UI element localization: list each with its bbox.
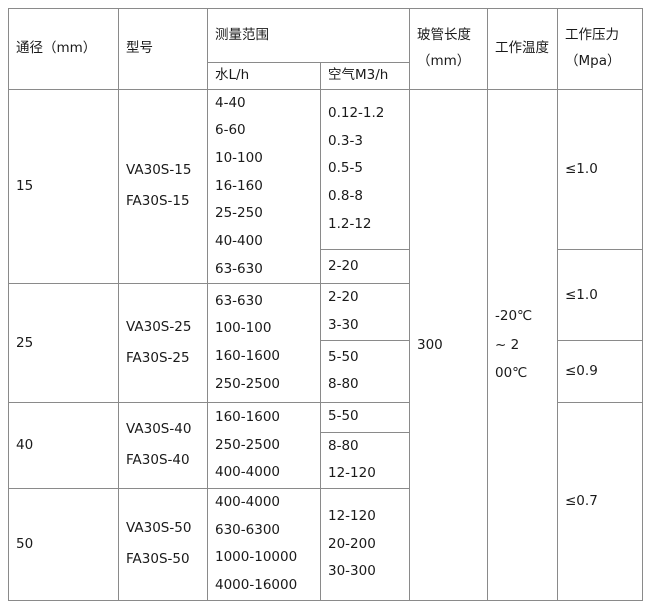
model-value: VA30S-40 FA30S-40	[126, 421, 192, 469]
model-value: VA30S-25 FA30S-25	[126, 318, 192, 367]
air-range-value: 8-80 12-120	[328, 437, 376, 482]
water-range-value: 400-4000 630-6300 1000-10000 4000-16000	[215, 494, 298, 594]
cell-air-range-15-a: 0.12-1.2 0.3-3 0.5-5 0.8-8 1.2-12	[320, 88, 410, 250]
table-header-row-primary: 通径（mm） 型号 测量范围 玻管长度 （mm） 工作温度 工作压力 （Mpa）	[8, 8, 643, 90]
cell-bore-50: 50	[8, 488, 119, 601]
tube-length-value: 300	[417, 336, 443, 353]
table-row: 25 VA30S-25 FA30S-25 63-630 100-100 160-…	[8, 283, 643, 403]
cell-water-range-40: 160-1600 250-2500 400-4000	[207, 401, 321, 490]
header-working-pressure: 工作压力 （Mpa）	[557, 8, 643, 90]
working-pressure-value: ≤0.9	[565, 363, 598, 380]
air-range-value: 5-50 8-80	[328, 348, 359, 393]
water-range-value: 63-630 100-100 160-1600 250-2500	[215, 292, 280, 392]
table-row: 50 VA30S-50 FA30S-50 400-4000 630-6300 1…	[8, 488, 643, 601]
cell-working-temperature: -20℃ ~ 2 00℃	[487, 88, 558, 601]
cell-model-25: VA30S-25 FA30S-25	[118, 283, 208, 403]
cell-air-range-25-a: 2-20 3-30	[320, 283, 410, 341]
cell-bore-40: 40	[8, 401, 119, 490]
bore-value: 40	[16, 437, 34, 454]
header-bore: 通径（mm）	[8, 8, 119, 90]
bore-value: 25	[16, 334, 34, 351]
working-pressure-value: ≤1.0	[565, 161, 598, 178]
cell-model-50: VA30S-50 FA30S-50	[118, 488, 208, 601]
air-range-value: 2-20 3-30	[328, 289, 359, 334]
header-range-water: 水L/h	[207, 62, 321, 90]
cell-working-pressure-50: ≤0.7	[557, 401, 643, 601]
air-range-value: 0.12-1.2 0.3-3 0.5-5 0.8-8 1.2-12	[328, 104, 385, 232]
working-pressure-value: ≤0.7	[565, 493, 598, 510]
header-working-temperature: 工作温度	[487, 8, 558, 90]
cell-water-range-50: 400-4000 630-6300 1000-10000 4000-16000	[207, 488, 321, 601]
working-temperature-value: -20℃ ~ 2 00℃	[495, 308, 533, 381]
cell-air-range-25-b: 5-50 8-80	[320, 339, 410, 403]
cell-air-range-50: 12-120 20-200 30-300	[320, 488, 410, 601]
table-header-row-secondary: 水L/h 空气M3/h	[9, 62, 643, 90]
cell-bore-25: 25	[8, 283, 119, 403]
header-model: 型号	[118, 8, 208, 90]
cell-water-range-15: 4-40 6-60 10-100 16-160 25-250 40-400 63…	[207, 88, 321, 285]
specification-table-container: 通径（mm） 型号 测量范围 玻管长度 （mm） 工作温度 工作压力 （Mpa）…	[8, 8, 643, 601]
header-measuring-range-label: 测量范围	[215, 26, 269, 43]
header-range-air-label: 空气M3/h	[328, 67, 389, 83]
air-range-value: 5-50	[328, 408, 359, 425]
model-value: VA30S-15 FA30S-15	[126, 162, 192, 210]
cell-model-15: VA30S-15 FA30S-15	[118, 88, 208, 285]
header-model-label: 型号	[126, 40, 153, 56]
cell-tube-length: 300	[409, 88, 488, 601]
air-range-value: 12-120 20-200 30-300	[328, 507, 376, 580]
header-range-air: 空气M3/h	[320, 62, 410, 90]
cell-air-range-40-a: 5-50	[320, 401, 410, 433]
cell-working-pressure-15: ≤1.0	[557, 88, 643, 250]
specification-table: 通径（mm） 型号 测量范围 玻管长度 （mm） 工作温度 工作压力 （Mpa）…	[8, 8, 643, 601]
header-measuring-range: 测量范围	[207, 8, 410, 63]
cell-water-range-25: 63-630 100-100 160-1600 250-2500	[207, 283, 321, 403]
header-bore-label: 通径（mm）	[16, 40, 97, 56]
cell-air-range-40-b: 8-80 12-120	[320, 431, 410, 490]
table-row: 8-80 12-120	[9, 431, 643, 490]
header-range-water-label: 水L/h	[215, 67, 250, 83]
cell-working-pressure-25-a: ≤1.0	[557, 248, 643, 341]
water-range-value: 160-1600 250-2500 400-4000	[215, 408, 280, 481]
working-pressure-value: ≤1.0	[565, 286, 598, 303]
header-working-temperature-label: 工作温度	[495, 40, 549, 56]
cell-bore-15: 15	[8, 88, 119, 285]
cell-air-range-15-b: 2-20	[320, 248, 410, 285]
cell-model-40: VA30S-40 FA30S-40	[118, 401, 208, 490]
header-tube-length: 玻管长度 （mm）	[409, 8, 488, 90]
bore-value: 15	[16, 178, 34, 195]
water-range-value: 4-40 6-60 10-100 16-160 25-250 40-400 63…	[215, 94, 263, 277]
bore-value: 50	[16, 536, 34, 553]
air-range-value: 2-20	[328, 257, 359, 274]
header-tube-length-label: 玻管长度 （mm）	[417, 27, 471, 69]
table-row: 2-20 ≤1.0	[9, 248, 643, 341]
model-value: VA30S-50 FA30S-50	[126, 520, 192, 568]
table-row: 15 VA30S-15 FA30S-15 4-40 6-60 10-100 16…	[8, 88, 643, 601]
header-working-pressure-label: 工作压力 （Mpa）	[565, 27, 621, 69]
cell-working-pressure-25-b: ≤0.9	[557, 339, 643, 403]
